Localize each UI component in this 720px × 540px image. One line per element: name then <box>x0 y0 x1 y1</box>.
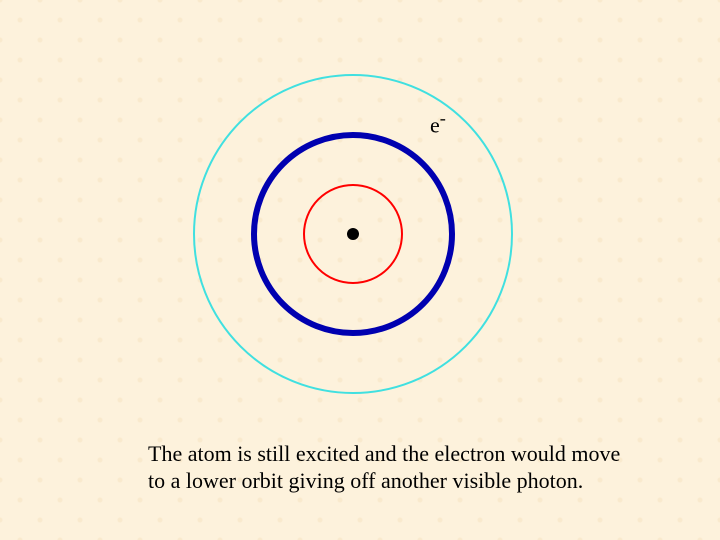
caption-line-2: to a lower orbit giving off another visi… <box>148 467 620 494</box>
caption-text: The atom is still excited and the electr… <box>148 440 620 494</box>
electron-charge: - <box>440 108 446 128</box>
atom-diagram: e- The atom is still excited and the ele… <box>0 0 720 540</box>
electron-label: e- <box>430 108 446 138</box>
nucleus <box>347 228 359 240</box>
electron-symbol: e <box>430 112 440 137</box>
caption-line-1: The atom is still excited and the electr… <box>148 440 620 467</box>
